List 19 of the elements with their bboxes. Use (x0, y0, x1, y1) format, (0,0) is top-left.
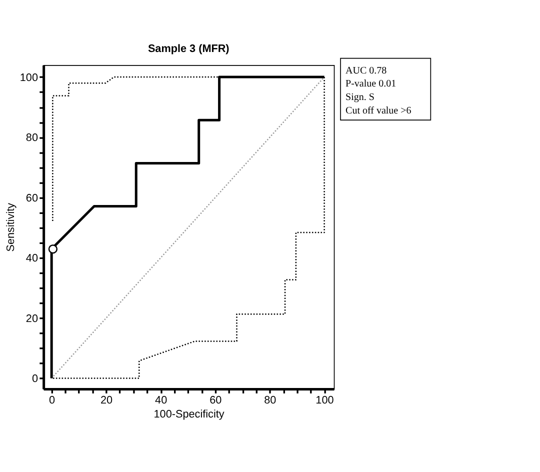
x-tick-label: 80 (264, 394, 276, 406)
x-tick-label: 40 (155, 394, 168, 406)
x-tick-label: 100 (316, 394, 334, 406)
y-tick-label: 40 (26, 252, 38, 265)
x-tick-label: 20 (100, 394, 113, 406)
text: Cut off value >6 (346, 105, 412, 116)
text: P-value 0.01 (346, 78, 396, 90)
y-tick-label: 20 (26, 312, 38, 325)
text: Sign. S (346, 92, 374, 104)
text: AUC 0.78 (346, 65, 387, 76)
chart-title: Sample 3 (MFR) (148, 43, 230, 56)
y-tick-label: 80 (26, 132, 38, 144)
y-tick-label: 100 (20, 72, 38, 84)
y-tick-label: 0 (32, 373, 38, 386)
y-tick-label: 60 (26, 192, 38, 204)
x-axis-title: 100-Specificity (154, 408, 225, 421)
y-axis-title: Sensitivity (5, 202, 18, 252)
x-tick-label: 60 (210, 394, 222, 406)
x-tick-label: 0 (48, 394, 56, 406)
